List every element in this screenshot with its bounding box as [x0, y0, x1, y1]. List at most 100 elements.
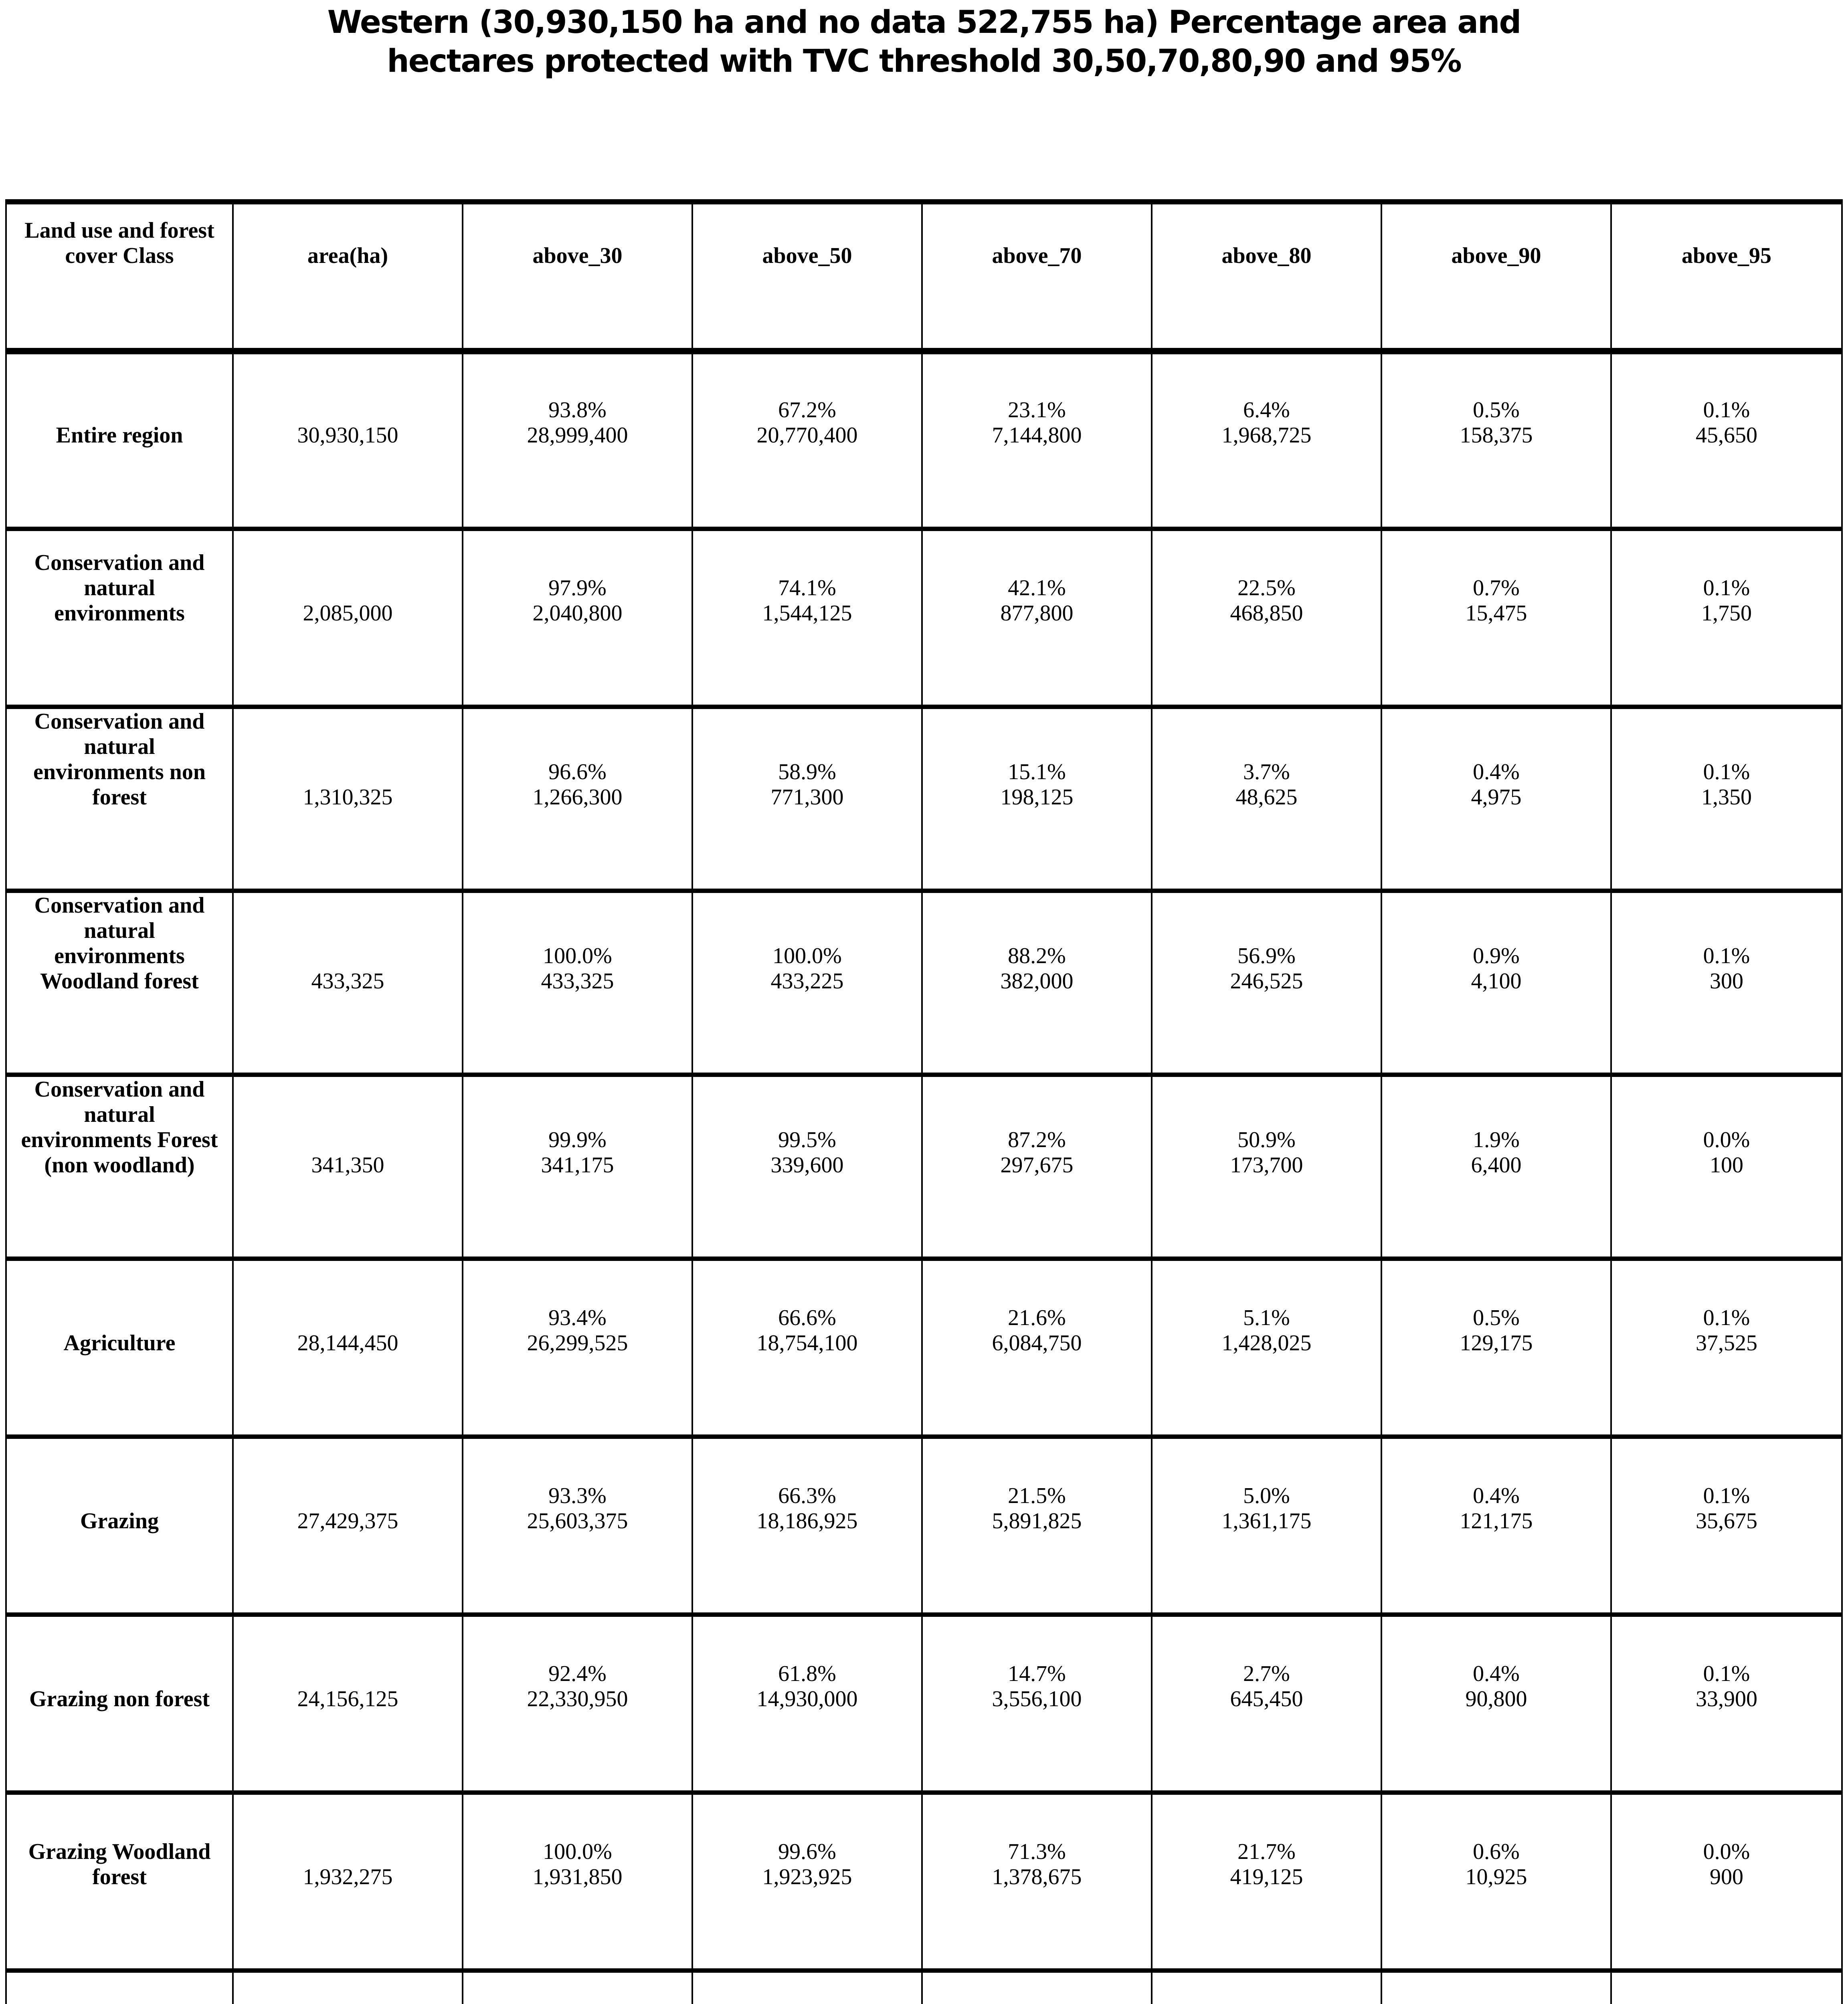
threshold-cell: 56.9% 246,525	[1151, 891, 1382, 1077]
column-header: above_30	[462, 202, 693, 354]
row-label: Conservation and natural environments Fo…	[5, 1075, 234, 1261]
row-label: Conservation and natural environments	[5, 529, 234, 709]
threshold-cell: 6.4% 1,968,725	[1151, 351, 1382, 531]
page-title-line-2: hectares protected with TVC threshold 30…	[387, 43, 1462, 79]
threshold-cell: 97.9% 2,040,800	[462, 529, 693, 709]
threshold-cell: 23.1% 7,144,800	[921, 351, 1152, 531]
threshold-cell: 1.5%19,450	[1381, 1970, 1612, 2004]
threshold-cell: 22.5% 468,850	[1151, 529, 1382, 709]
area-value: 1,310,325	[232, 707, 463, 893]
threshold-cell: 3.7% 48,625	[1151, 707, 1382, 893]
hectares-value: 3,556,100	[992, 1687, 1082, 1711]
threshold-cell: 0.5% 158,375	[1381, 351, 1612, 531]
percent-value: 0.1%	[1703, 1305, 1750, 1330]
percent-value: 100.0%	[543, 1839, 612, 1864]
hectares-value: 22,330,950	[527, 1687, 628, 1711]
percent-value: 0.1%	[1703, 576, 1750, 600]
column-header: above_50	[691, 202, 923, 354]
hectares-value: 5,891,825	[992, 1509, 1082, 1533]
hectares-value: 382,000	[1000, 969, 1074, 994]
threshold-cell: 93.4% 26,299,525	[462, 1259, 693, 1439]
threshold-cell: 0.0% 900	[1610, 1792, 1843, 1973]
hectares-value: 37,525	[1696, 1331, 1757, 1356]
percent-value: 0.1%	[1703, 760, 1750, 784]
percent-value: 61.8%	[778, 1661, 836, 1686]
threshold-cell: 0.1% 35,675	[1610, 1436, 1843, 1617]
column-header: above_70	[921, 202, 1152, 354]
table-row: Conservation and natural environments Wo…	[5, 891, 1843, 1077]
threshold-cell: 66.6% 18,754,100	[691, 1259, 923, 1439]
table-row: Conservation and natural environments 2,0…	[5, 529, 1843, 709]
threshold-cell: 99.6% 1,923,925	[691, 1792, 923, 1973]
hectares-value: 297,675	[1000, 1153, 1074, 1178]
hectares-value: 25,603,375	[527, 1509, 628, 1533]
hectares-value: 6,084,750	[992, 1331, 1082, 1356]
hectares-value: 90,800	[1465, 1687, 1527, 1711]
hectares-value: 1,266,300	[532, 785, 623, 810]
row-label: Agriculture	[5, 1259, 234, 1439]
column-header: above_95	[1610, 202, 1843, 354]
percent-value: 96.6%	[548, 760, 607, 784]
threshold-cell: 15.1% 198,125	[921, 707, 1152, 893]
percent-value: 56.9%	[1237, 943, 1296, 968]
table-row: Entire region 30,930,150 93.8% 28,999,400 67…	[5, 351, 1843, 531]
hectares-value: 339,600	[770, 1153, 844, 1178]
column-header-class: Land use and forest cover Class	[5, 202, 234, 354]
threshold-cell: 2.7% 645,450	[1151, 1614, 1382, 1795]
threshold-cell: 0.1% 33,900	[1610, 1614, 1843, 1795]
percent-value: 88.2%	[1008, 943, 1066, 968]
hectares-value: 900	[1710, 1865, 1743, 1889]
hectares-value: 1,544,125	[762, 601, 852, 626]
hectares-value: 645,450	[1230, 1687, 1303, 1711]
threshold-cell: 92.4% 22,330,950	[462, 1614, 693, 1795]
threshold-cell: 0.1% 37,525	[1610, 1259, 1843, 1439]
percent-value: 71.3%	[1008, 1839, 1066, 1864]
percent-value: 99.6%	[778, 1839, 836, 1864]
row-label: Grazing non forest	[5, 1614, 234, 1795]
table-row: Grazing Woodland forest 1,932,275 100.0% 1,…	[5, 1792, 1843, 1973]
percent-value: 21.5%	[1008, 1483, 1066, 1508]
threshold-cell: 42.1% 877,800	[921, 529, 1152, 709]
hectares-value: 2,040,800	[532, 601, 623, 626]
threshold-cell: 0.1%875	[1610, 1970, 1843, 2004]
area-value: 433,325	[232, 891, 463, 1077]
percent-value: 23.1%	[1008, 398, 1066, 422]
hectares-value: 1,361,175	[1221, 1509, 1312, 1533]
threshold-cell: 99.9% 341,175	[462, 1075, 693, 1261]
percent-value: 66.3%	[778, 1483, 836, 1508]
hectares-value: 468,850	[1230, 601, 1303, 626]
table-row: Agriculture 28,144,450 93.4% 26,299,525 66.6…	[5, 1259, 1843, 1439]
percent-value: 21.6%	[1008, 1305, 1066, 1330]
hectares-value: 35,675	[1696, 1509, 1757, 1533]
hectares-value: 158,375	[1460, 423, 1533, 448]
hectares-value: 10,925	[1465, 1865, 1527, 1889]
hectares-value: 129,175	[1460, 1331, 1533, 1356]
hectares-value: 173,700	[1230, 1153, 1303, 1178]
header-row: Land use and forest cover Class area(ha) a…	[5, 202, 1843, 354]
percent-value: 0.5%	[1473, 1305, 1520, 1330]
percent-value: 14.7%	[1008, 1661, 1066, 1686]
percent-value: 97.9%	[548, 576, 607, 600]
threshold-cell: 99.4%1,333,000	[691, 1970, 923, 2004]
threshold-cell: 0.4% 4,975	[1381, 707, 1612, 893]
hectares-value: 1,378,675	[992, 1865, 1082, 1889]
threshold-cell: 22.1%296,600	[1151, 1970, 1382, 2004]
percent-value: 0.7%	[1473, 576, 1520, 600]
table-row: Grazing 27,429,375 93.3% 25,603,375 66.3% 18,…	[5, 1436, 1843, 1617]
page-title: Western (30,930,150 ha and no data 522,7…	[0, 3, 1848, 81]
hectares-value: 1,428,025	[1221, 1331, 1312, 1356]
threshold-cell: 71.4%957,050	[921, 1970, 1152, 2004]
table-row: Grazing non forest 24,156,125 92.4% 22,330,…	[5, 1614, 1843, 1795]
percent-value: 0.1%	[1703, 1661, 1750, 1686]
percent-value: 1.9%	[1473, 1127, 1520, 1152]
hectares-value: 15,475	[1465, 601, 1527, 626]
percent-value: 93.3%	[548, 1483, 607, 1508]
percent-value: 100.0%	[772, 943, 842, 968]
threshold-cell: 100.0%1,340,575	[462, 1970, 693, 2004]
threshold-cell: 88.2% 382,000	[921, 891, 1152, 1077]
column-header: area(ha)	[232, 202, 463, 354]
area-value: 28,144,450	[232, 1259, 463, 1439]
hectares-value: 18,186,925	[756, 1509, 858, 1533]
hectares-value: 20,770,400	[756, 423, 858, 448]
percent-value: 99.5%	[778, 1127, 836, 1152]
